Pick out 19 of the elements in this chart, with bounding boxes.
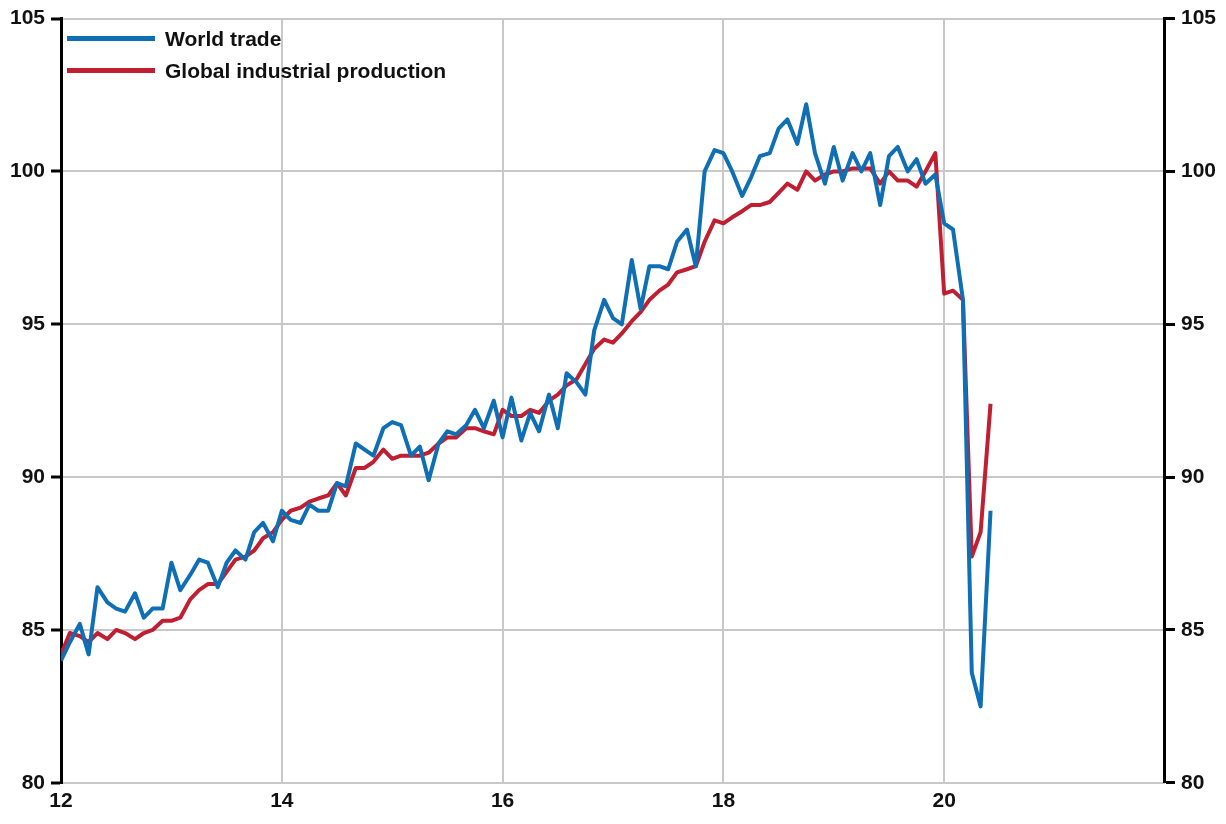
y2-tick-label: 80 (21, 769, 46, 793)
y-tick-label: 100 (1180, 158, 1217, 182)
y2-tick-label: 95 (21, 311, 46, 335)
y2-tick-label: 100 (9, 158, 46, 182)
y-tick-label: 90 (1180, 463, 1205, 487)
x-tick-label: 20 (932, 788, 956, 812)
x-tick-label: 14 (270, 788, 294, 812)
x-tick-label: 16 (490, 788, 515, 812)
x-tick-label: 12 (49, 788, 73, 812)
y2-tick-label: 90 (21, 463, 46, 487)
y2-tick-label: 85 (21, 616, 46, 640)
legend-label: World trade (165, 26, 282, 51)
y-tick-label: 105 (1180, 5, 1217, 29)
legend-label: Global industrial production (165, 58, 447, 83)
x-tick-label: 18 (711, 788, 736, 812)
y-tick-label: 85 (1180, 616, 1205, 640)
y-tick-label: 80 (1180, 769, 1205, 793)
y2-tick-label: 105 (9, 5, 46, 29)
y-tick-label: 95 (1180, 311, 1205, 335)
